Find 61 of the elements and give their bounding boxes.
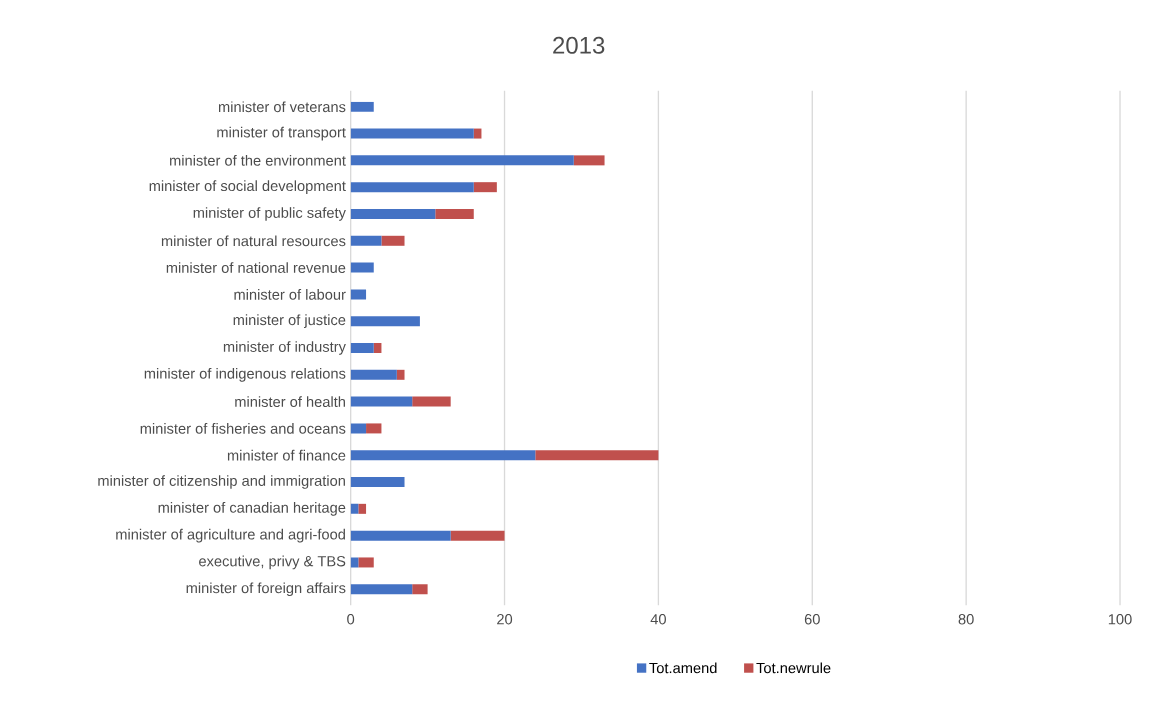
bar (350, 208, 436, 219)
y-tick-label: minister of the environment (170, 154, 346, 166)
bar (350, 235, 382, 246)
x-tick-label: 100 (1108, 614, 1132, 625)
y-tick-label: minister of fisheries and oceans (140, 423, 346, 434)
bar (350, 182, 474, 193)
bar (350, 423, 367, 434)
bar (350, 262, 374, 273)
bar (366, 423, 382, 434)
y-tick-label: minister of natural resources (161, 235, 346, 247)
bar (358, 503, 367, 514)
bar (350, 557, 359, 568)
x-tick-label: 0 (347, 614, 355, 625)
bar (350, 530, 451, 541)
y-tick-label: minister of health (235, 396, 345, 408)
bar (350, 396, 413, 407)
bar (350, 316, 420, 327)
legend-label: Tot.newrule (756, 662, 831, 674)
bar (473, 182, 497, 193)
bar (350, 584, 413, 595)
bar (350, 503, 359, 514)
y-tick-label: minister of transport (217, 126, 346, 141)
bar (350, 369, 397, 380)
x-tick-label: 80 (958, 614, 974, 625)
bar (573, 155, 605, 166)
chart-title: 2013 (553, 36, 605, 54)
bar (350, 289, 367, 300)
bar (350, 477, 405, 488)
legend-label: Tot.amend (649, 662, 717, 674)
bar (350, 128, 474, 139)
y-tick-label: minister of foreign affairs (186, 582, 346, 597)
bar (535, 450, 659, 461)
bar (435, 208, 474, 219)
bar (350, 450, 536, 461)
bar (358, 557, 374, 568)
y-tick-label: minister of social development (149, 180, 346, 194)
bar (412, 396, 451, 407)
x-tick-label: 60 (804, 614, 820, 625)
bar (350, 101, 374, 112)
bar (381, 235, 405, 246)
bar (396, 369, 405, 380)
y-tick-label: minister of agriculture and agri-food (116, 528, 345, 543)
y-tick-label: minister of indigenous relations (144, 367, 346, 382)
bar (412, 584, 428, 595)
y-tick-label: minister of veterans (218, 101, 346, 113)
x-tick-label: 40 (650, 614, 666, 625)
bar (450, 530, 505, 541)
y-tick-label: minister of labour (234, 289, 346, 300)
y-tick-label: executive, privy & TBS (199, 555, 346, 570)
bar (373, 343, 382, 354)
bar (350, 155, 574, 166)
bar (350, 343, 374, 354)
y-tick-label: minister of national revenue (166, 262, 346, 273)
y-tick-label: minister of justice (233, 314, 346, 329)
y-tick-label: minister of citizenship and immigration (98, 475, 345, 489)
y-tick-label: minister of canadian heritage (158, 502, 346, 516)
x-tick-label: 20 (497, 614, 513, 625)
y-tick-label: minister of finance (227, 449, 346, 461)
bar (473, 128, 482, 139)
y-tick-label: minister of industry (223, 341, 346, 355)
y-tick-label: minister of public safety (193, 207, 346, 221)
